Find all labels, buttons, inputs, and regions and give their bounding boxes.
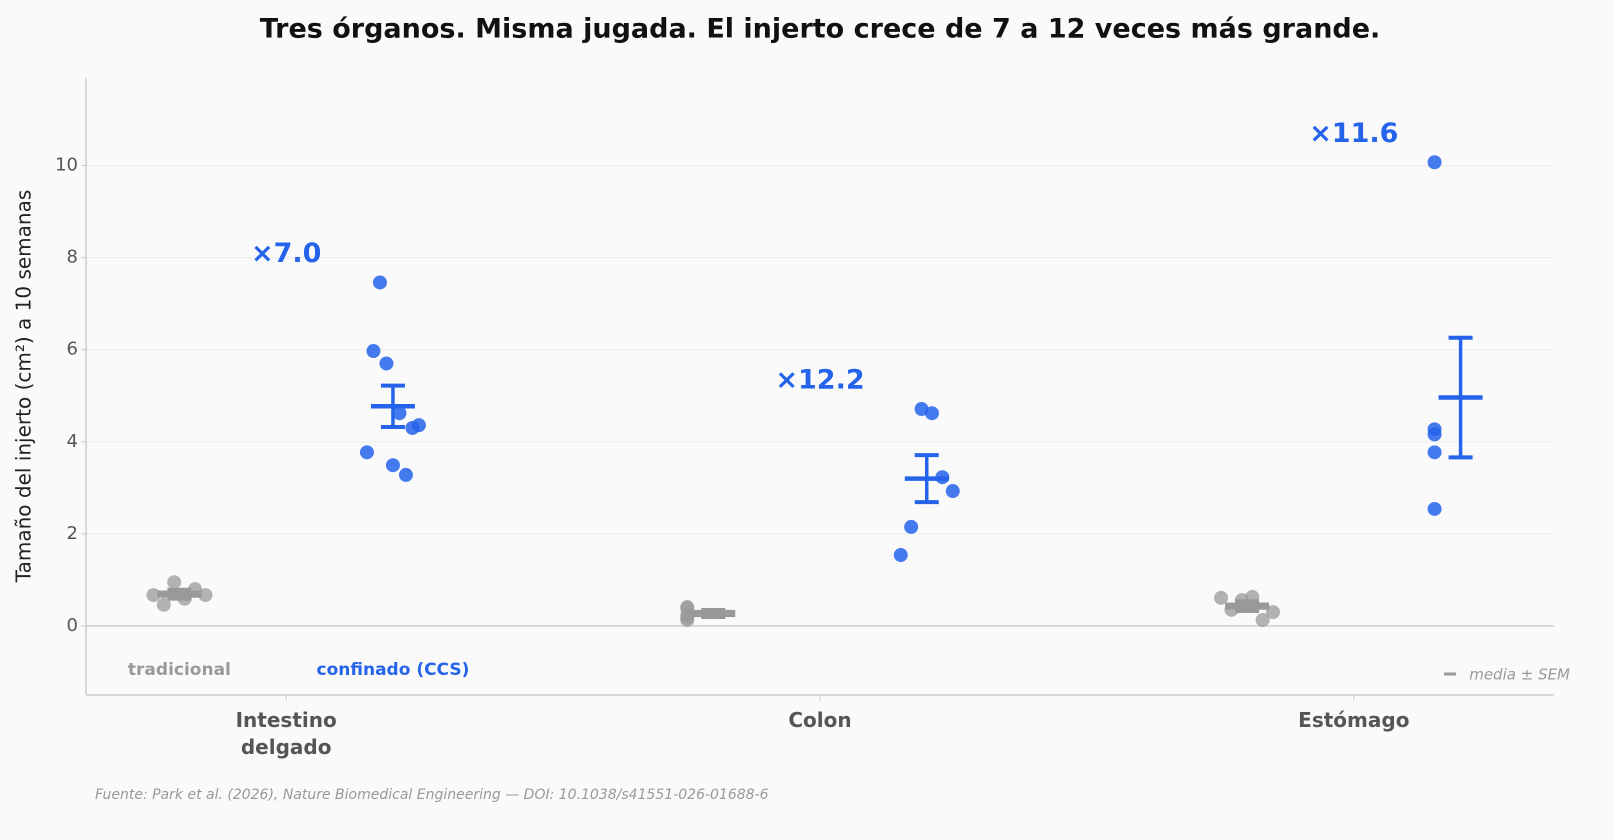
point bbox=[392, 406, 407, 421]
fold-label: ×7.0 bbox=[251, 238, 321, 269]
x-tick-label: Estómago bbox=[1298, 708, 1410, 732]
point bbox=[385, 458, 400, 473]
y-tick-label: 10 bbox=[55, 154, 78, 175]
legend-label: tradicional bbox=[128, 660, 231, 680]
y-tick-label: 2 bbox=[67, 523, 78, 544]
y-tick-label: 4 bbox=[67, 431, 78, 452]
point bbox=[366, 344, 381, 359]
point bbox=[1427, 155, 1442, 170]
point bbox=[904, 519, 919, 534]
point bbox=[1427, 445, 1442, 460]
point bbox=[1255, 612, 1270, 627]
point bbox=[372, 275, 387, 290]
y-axis-label: Tamaño del injerto (cm²) a 10 semanas bbox=[12, 190, 36, 584]
point bbox=[156, 597, 171, 612]
point bbox=[1427, 501, 1442, 516]
x-tick-label: Intestino delgado bbox=[235, 708, 337, 759]
point bbox=[945, 484, 960, 499]
y-tick-label: 8 bbox=[67, 247, 78, 268]
point bbox=[379, 356, 394, 371]
fold-label: ×11.6 bbox=[1309, 118, 1398, 149]
point bbox=[914, 402, 929, 417]
fold-label: ×12.2 bbox=[775, 365, 864, 396]
point bbox=[398, 467, 413, 482]
point bbox=[1266, 605, 1281, 620]
chart-title: Tres órganos. Misma jugada. El injerto c… bbox=[260, 14, 1381, 45]
point bbox=[198, 588, 213, 603]
legend-note: media ± SEM bbox=[1469, 666, 1570, 684]
x-tick-label: Colon bbox=[788, 708, 852, 732]
point bbox=[359, 445, 374, 460]
y-tick-label: 0 bbox=[67, 615, 78, 636]
point bbox=[146, 588, 161, 603]
source: Fuente: Park et al. (2026), Nature Biome… bbox=[95, 787, 769, 803]
point bbox=[411, 418, 426, 433]
point bbox=[167, 575, 182, 590]
point bbox=[680, 611, 695, 626]
point bbox=[1214, 590, 1229, 605]
y-tick-label: 6 bbox=[67, 339, 78, 360]
point bbox=[1427, 422, 1442, 437]
point bbox=[893, 548, 908, 563]
legend-label: confinado (CCS) bbox=[317, 660, 470, 680]
